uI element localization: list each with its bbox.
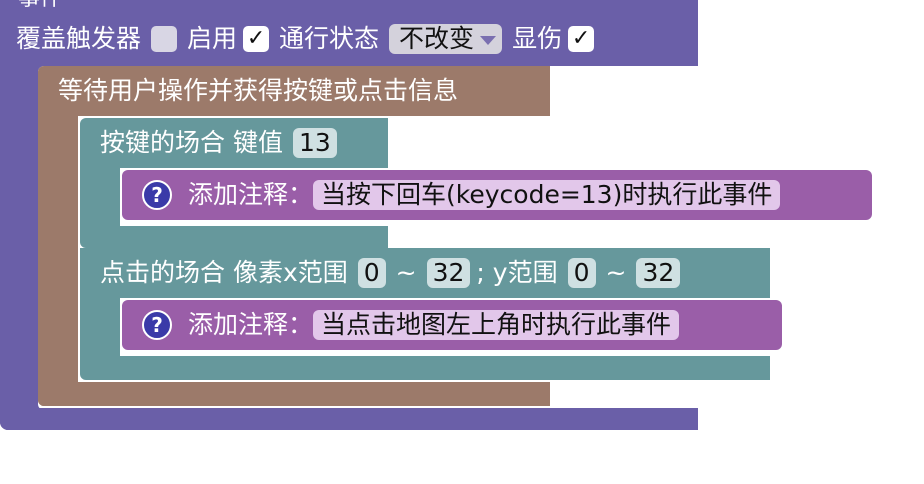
key-comment-row: ? 添加注释： 当按下回车(keycode=13)时执行此事件 [142, 180, 781, 210]
click-case-header: 点击的场合 像素x范围 0 ~ 32 ; y范围 0 ~ 32 [100, 258, 681, 288]
override-trigger-label: 覆盖触发器 [16, 24, 142, 53]
click-comment-label: 添加注释： [188, 310, 314, 339]
event-title-text: 事件 [18, 0, 62, 14]
keycode-field[interactable]: 13 [292, 128, 337, 158]
y-range-tilde: ~ [605, 258, 627, 287]
y-max-field[interactable]: 32 [636, 258, 681, 288]
click-case-label: 点击的场合 像素x范围 [100, 258, 348, 287]
key-comment-field[interactable]: 当按下回车(keycode=13)时执行此事件 [313, 180, 781, 210]
check-icon: ✓ [246, 26, 266, 51]
check-icon: ✓ [571, 26, 591, 51]
x-max-field[interactable]: 32 [426, 258, 471, 288]
key-case-label: 按键的场合 键值 [100, 128, 283, 157]
y-min-field[interactable]: 0 [567, 258, 596, 288]
help-icon[interactable]: ? [142, 180, 172, 210]
wait-block-footer [38, 382, 550, 406]
key-case-header: 按键的场合 键值 13 [100, 128, 337, 158]
x-min-field[interactable]: 0 [357, 258, 386, 288]
help-icon[interactable]: ? [142, 310, 172, 340]
y-range-label: ; y范围 [476, 258, 558, 287]
enable-checkbox[interactable]: ✓ [243, 26, 270, 52]
pass-state-value: 不改变 [399, 24, 475, 53]
show-damage-label: 显伤 [512, 24, 563, 53]
chevron-down-icon [480, 36, 497, 45]
key-comment-label: 添加注释： [188, 180, 314, 209]
enable-label: 启用 [187, 24, 238, 53]
wait-block-title: 等待用户操作并获得按键或点击信息 [58, 76, 458, 106]
x-range-tilde: ~ [395, 258, 417, 287]
pass-state-label: 通行状态 [279, 24, 380, 53]
event-title-fragment: 事件 [18, 0, 62, 14]
event-block-footer [0, 408, 698, 430]
pass-state-dropdown[interactable]: 不改变 [389, 24, 503, 54]
event-options-row: 覆盖触发器 启用 ✓ 通行状态 不改变 显伤 ✓ [16, 24, 595, 54]
click-comment-row: ? 添加注释： 当点击地图左上角时执行此事件 [142, 310, 680, 340]
wait-block-label: 等待用户操作并获得按键或点击信息 [58, 76, 459, 105]
show-damage-checkbox[interactable]: ✓ [568, 26, 595, 52]
override-trigger-checkbox[interactable] [151, 26, 178, 52]
click-comment-field[interactable]: 当点击地图左上角时执行此事件 [313, 310, 680, 340]
